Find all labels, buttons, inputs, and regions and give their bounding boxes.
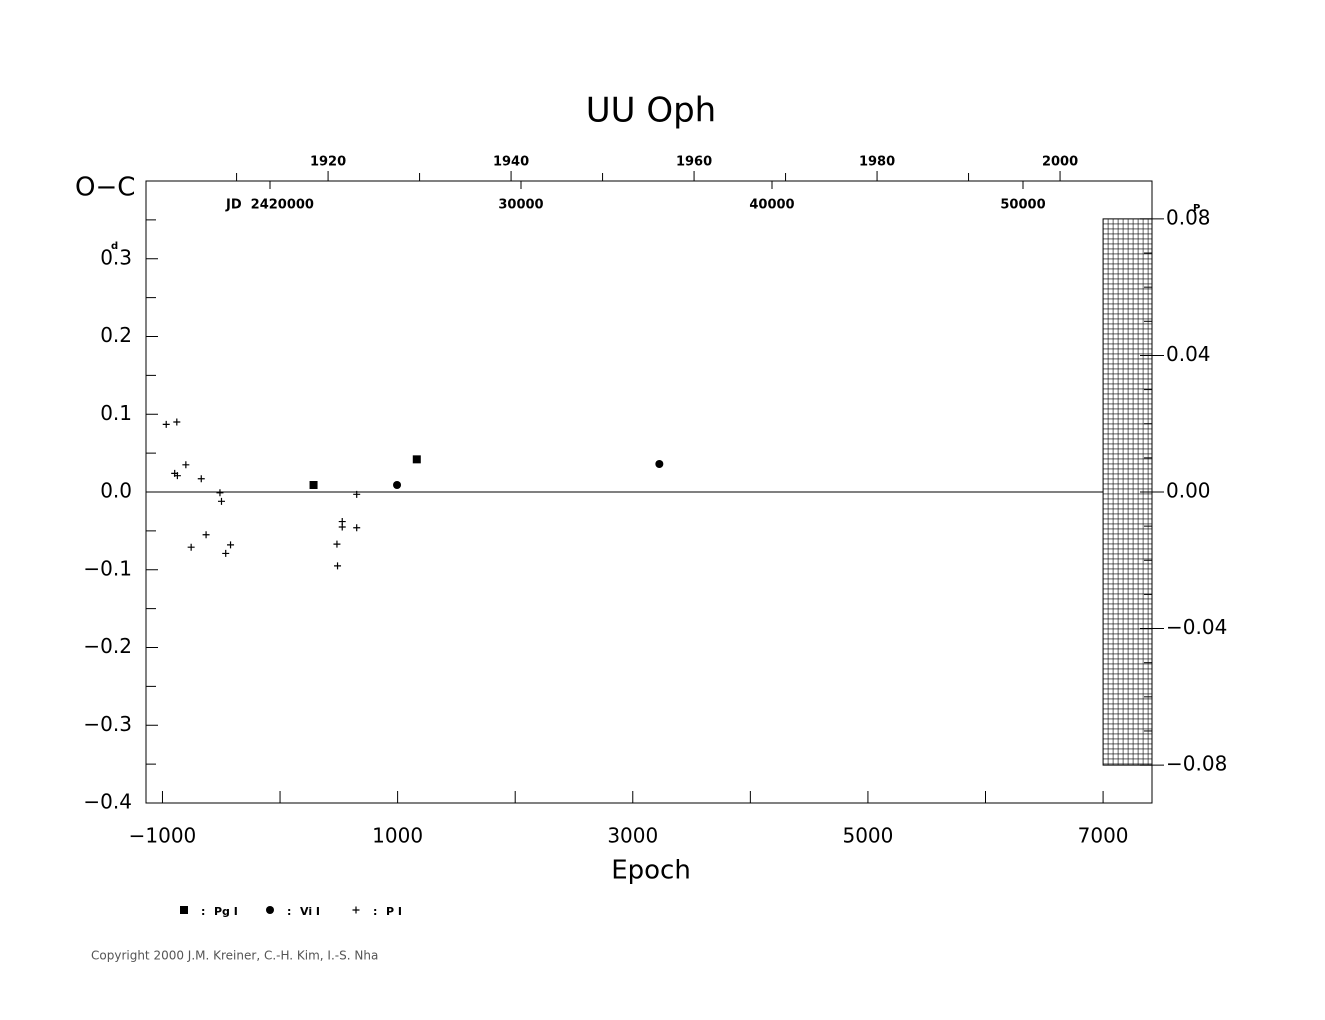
- year-label: 1980: [859, 155, 895, 170]
- point: [187, 543, 195, 551]
- legend-marker: [180, 906, 188, 914]
- year-label: 2000: [1042, 155, 1078, 170]
- legend-label: Vi I: [300, 905, 320, 918]
- y-unit: d: [111, 241, 118, 252]
- y-tick-label: 0.0: [100, 479, 132, 503]
- point: [162, 420, 170, 428]
- point: [393, 481, 402, 490]
- y-tick-label: 0.1: [100, 401, 132, 425]
- legend-separator: :: [201, 905, 205, 918]
- point: [338, 523, 346, 531]
- legend-separator: :: [287, 905, 291, 918]
- year-label: 1960: [676, 155, 712, 170]
- y2-unit: P: [1193, 203, 1200, 214]
- point: [353, 490, 361, 498]
- point: [412, 455, 421, 464]
- y-tick-label: −0.1: [83, 556, 132, 580]
- copyright: Copyright 2000 J.M. Kreiner, C.-H. Kim, …: [91, 949, 378, 963]
- jd-label: 30000: [498, 198, 543, 213]
- y-tick-label: −0.3: [83, 712, 132, 736]
- year-label: 1940: [493, 155, 529, 170]
- x-tick-label: 7000: [1078, 824, 1129, 848]
- legend-marker: [352, 906, 360, 914]
- y2-tick-label: 0.04: [1166, 342, 1211, 366]
- jd-label: 40000: [749, 198, 794, 213]
- legend-separator: :: [373, 905, 377, 918]
- point: [197, 475, 205, 483]
- legend-label: P I: [386, 905, 402, 918]
- point: [353, 524, 361, 532]
- y-axis-title: O−C: [75, 173, 135, 203]
- chart-title: UU Oph: [586, 91, 716, 131]
- y-tick-label: −0.4: [83, 790, 132, 814]
- y-tick-label: 0.2: [100, 323, 132, 347]
- point: [334, 562, 342, 570]
- x-tick-label: 1000: [372, 824, 423, 848]
- point: [217, 497, 225, 505]
- point: [216, 489, 224, 497]
- point: [655, 460, 664, 469]
- jd-label: JD 2420000: [225, 198, 314, 213]
- y2-tick-label: −0.04: [1166, 615, 1227, 639]
- legend-label: Pg I: [214, 905, 238, 918]
- point: [309, 481, 318, 490]
- point: [173, 472, 181, 480]
- x-tick-label: −1000: [129, 824, 197, 848]
- y2-tick-label: −0.08: [1166, 752, 1227, 776]
- point: [182, 461, 190, 469]
- jd-label: 50000: [1000, 198, 1045, 213]
- y-tick-label: 0.3: [100, 245, 132, 269]
- point: [222, 549, 230, 557]
- x-tick-label: 5000: [842, 824, 893, 848]
- y2-tick-label: 0.00: [1166, 479, 1211, 503]
- y2-tick-label: 0.08: [1166, 205, 1211, 229]
- legend-marker: [266, 906, 274, 914]
- x-tick-label: 3000: [607, 824, 658, 848]
- point: [333, 540, 341, 548]
- point: [227, 541, 235, 549]
- year-label: 1920: [310, 155, 346, 170]
- point: [202, 531, 210, 539]
- point: [173, 418, 181, 426]
- x-axis-title: Epoch: [611, 856, 691, 886]
- y-tick-label: −0.2: [83, 634, 132, 658]
